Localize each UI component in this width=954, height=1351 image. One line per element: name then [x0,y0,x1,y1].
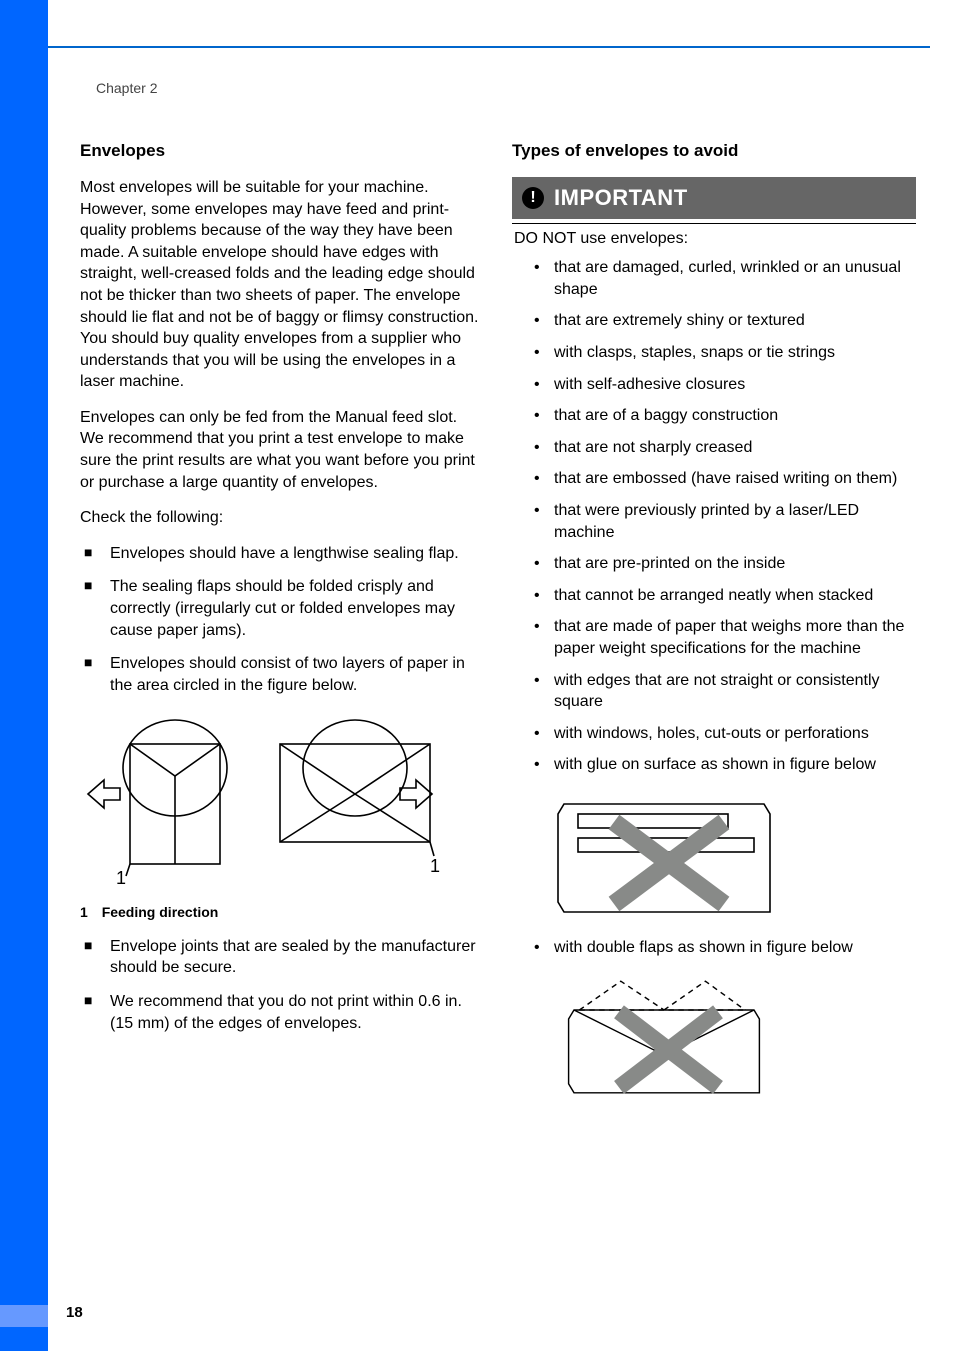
list-item: with double flaps as shown in figure bel… [514,937,914,959]
important-body: DO NOT use envelopes: that are damaged, … [512,226,916,1111]
list-item: that are damaged, curled, wrinkled or an… [514,257,914,300]
header-rule [48,46,930,48]
body-paragraph: Envelopes can only be fed from the Manua… [80,407,484,493]
figure-caption: 1 Feeding direction [80,903,484,922]
caption-text: Feeding direction [102,904,219,920]
list-item: that are not sharply creased [514,437,914,459]
avoid-list-2: with double flaps as shown in figure bel… [514,937,914,959]
important-header: ! IMPORTANT [512,177,916,219]
glue-envelope-figure [554,792,774,918]
important-rule [512,223,916,224]
sidebar-tab [0,1305,48,1327]
list-item: Envelopes should consist of two layers o… [80,653,484,696]
list-item: The sealing flaps should be folded crisp… [80,576,484,641]
list-item: that cannot be arranged neatly when stac… [514,585,914,607]
diagram-label-right: 1 [430,856,440,876]
important-callout: ! IMPORTANT DO NOT use envelopes: that a… [512,177,916,1111]
body-paragraph: Check the following: [80,507,484,529]
list-item: that are made of paper that weighs more … [514,616,914,659]
list-item: that were previously printed by a laser/… [514,500,914,543]
list-item: with self-adhesive closures [514,374,914,396]
left-column: Envelopes Most envelopes will be suitabl… [66,140,498,1291]
avoid-list: that are damaged, curled, wrinkled or an… [514,257,914,776]
check-list-2: Envelope joints that are sealed by the m… [80,936,484,1034]
important-lead: DO NOT use envelopes: [514,228,914,250]
list-item: We recommend that you do not print withi… [80,991,484,1034]
list-item: Envelope joints that are sealed by the m… [80,936,484,979]
right-column: Types of envelopes to avoid ! IMPORTANT … [498,140,930,1291]
list-item: that are extremely shiny or textured [514,310,914,332]
double-flap-figure [554,974,774,1100]
diagram-label-left: 1 [116,868,126,886]
envelope-feed-diagram: 1 1 [80,716,440,886]
check-list: Envelopes should have a lengthwise seali… [80,543,484,697]
section-title-envelopes: Envelopes [80,140,484,163]
sidebar-stripe [0,0,48,1351]
list-item: with clasps, staples, snaps or tie strin… [514,342,914,364]
list-item: with glue on surface as shown in figure … [514,754,914,776]
exclamation-icon: ! [522,187,544,209]
chapter-label: Chapter 2 [96,80,157,96]
list-item: with windows, holes, cut-outs or perfora… [514,723,914,745]
caption-number: 1 [80,904,88,920]
content-area: Envelopes Most envelopes will be suitabl… [66,140,930,1291]
list-item: with edges that are not straight or cons… [514,670,914,713]
list-item: Envelopes should have a lengthwise seali… [80,543,484,565]
section-title-avoid: Types of envelopes to avoid [512,140,916,163]
body-paragraph: Most envelopes will be suitable for your… [80,177,484,393]
list-item: that are pre-printed on the inside [514,553,914,575]
list-item: that are of a baggy construction [514,405,914,427]
page-number: 18 [66,1304,83,1321]
important-label: IMPORTANT [554,183,688,213]
list-item: that are embossed (have raised writing o… [514,468,914,490]
page: Chapter 2 Envelopes Most envelopes will … [0,0,954,1351]
